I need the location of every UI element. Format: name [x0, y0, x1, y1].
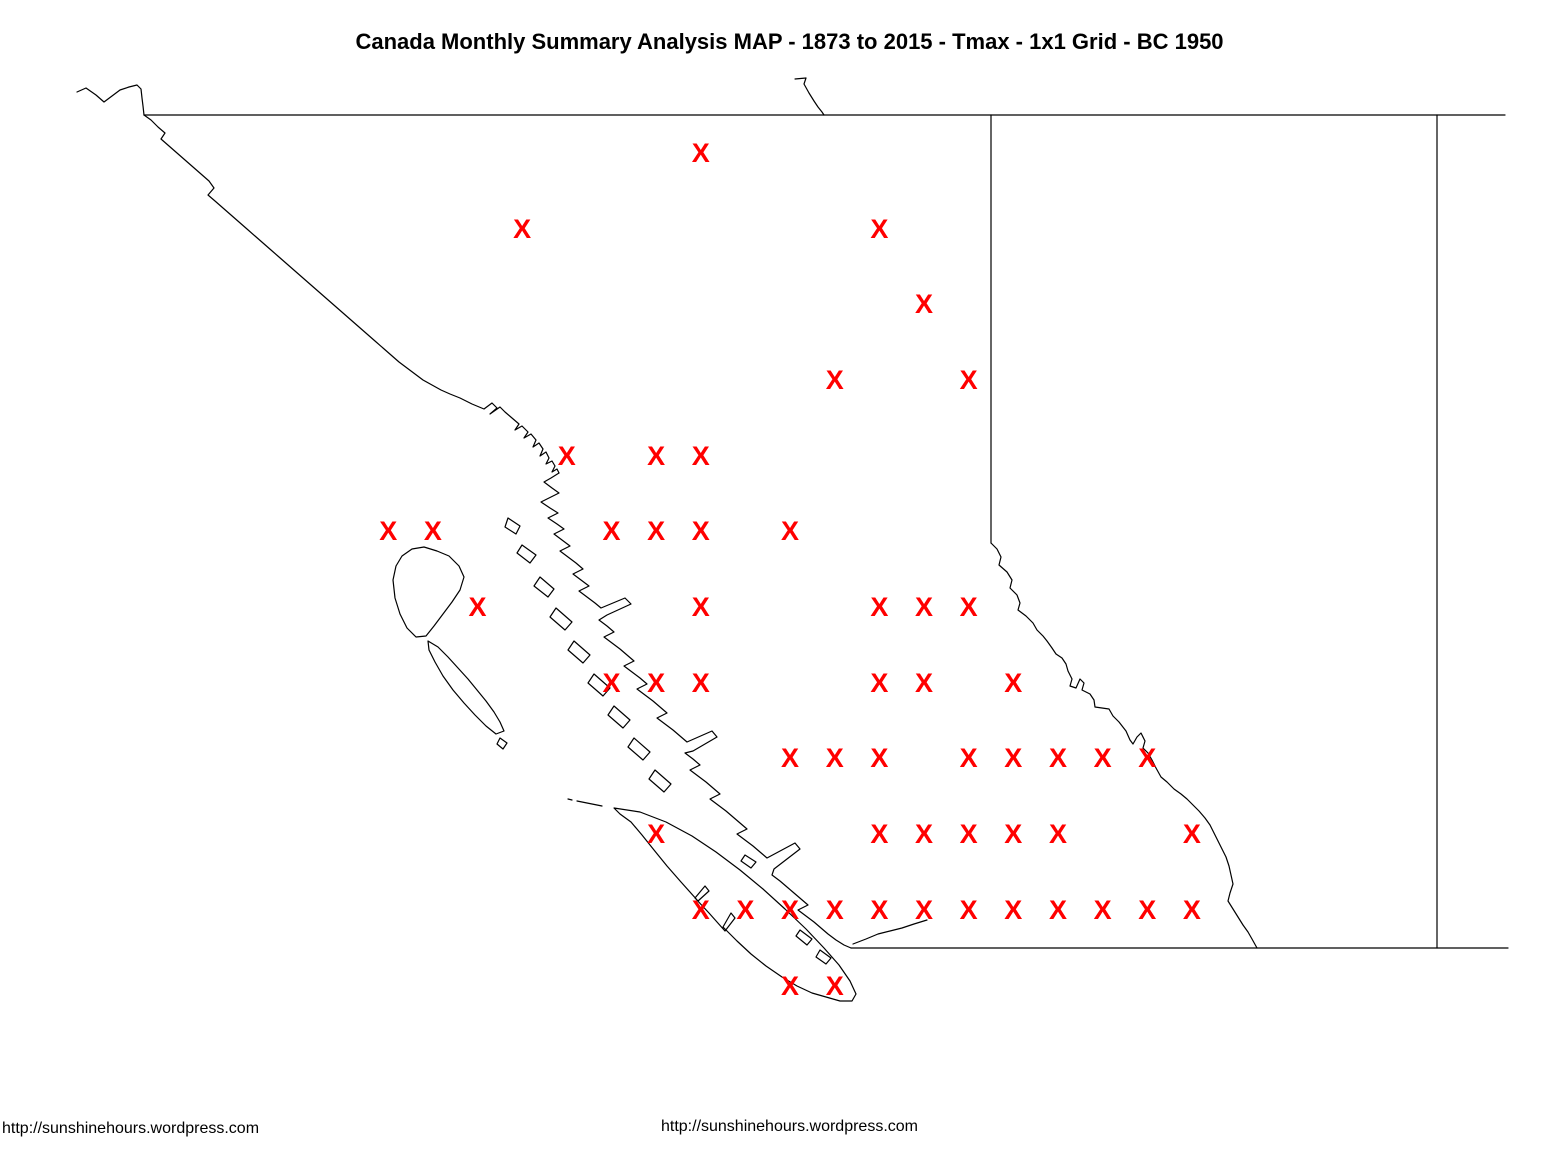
footer-url-center: http://sunshinehours.wordpress.com [660, 1118, 918, 1135]
map-burrard-inlet [852, 919, 928, 945]
grid-cell-marker: X [1182, 894, 1201, 925]
map-island-9 [648, 769, 672, 793]
grid-cell-marker: X [781, 894, 800, 925]
map-island-10 [740, 854, 757, 869]
grid-cell-marker: X [691, 516, 710, 547]
grid-cell-marker: X [915, 592, 934, 623]
grid-cell-marker: X [1048, 819, 1067, 850]
map-vancouver-island [613, 807, 857, 1002]
grid-cell-marker: X [691, 667, 710, 698]
grid-cell-marker: X [647, 819, 666, 850]
grid-cell-marker: X [602, 667, 621, 698]
grid-cell-marker: X [557, 440, 576, 471]
map-gulf-islet-2 [815, 949, 832, 965]
map-haida-gwaii-graham [392, 546, 465, 638]
map-island-1 [504, 517, 521, 535]
grid-cell-marker: X [602, 516, 621, 547]
map-haida-gwaii-moresby [427, 640, 505, 735]
grid-cell-marker: X [870, 592, 889, 623]
grid-cell-marker: X [781, 516, 800, 547]
map-island-2 [516, 544, 537, 564]
grid-cell-marker: X [736, 894, 755, 925]
grid-cell-marker: X [959, 819, 978, 850]
map-island-4 [549, 607, 573, 631]
grid-cell-marker: X [825, 894, 844, 925]
grid-cell-marker: X [870, 213, 889, 244]
grid-cell-marker: X [1004, 743, 1023, 774]
plot-title: Canada Monthly Summary Analysis MAP - 18… [355, 29, 1224, 54]
grid-cell-marker: X [379, 516, 398, 547]
grid-cell-marker: X [1093, 894, 1112, 925]
grid-cell-marker: X [1048, 894, 1067, 925]
grid-cell-marker: X [915, 289, 934, 320]
grid-cell-marker: X [1048, 743, 1067, 774]
map-island-8 [627, 737, 651, 761]
grid-cell-marker: X [870, 667, 889, 698]
grid-cell-marker: X [513, 213, 532, 244]
map-island-7 [607, 705, 631, 729]
map-island-6 [587, 673, 611, 697]
grid-cell-marker: X [691, 137, 710, 168]
map-border-rockies [990, 542, 1258, 949]
map-border-panhandle [143, 114, 560, 474]
map-kunghit-islet [496, 737, 508, 750]
grid-cell-marker: X [647, 440, 666, 471]
grid-cell-marker: X [959, 364, 978, 395]
grid-cell-marker: X [870, 743, 889, 774]
grid-cell-marker: X [1138, 743, 1157, 774]
footer-url-left: http://sunshinehours.wordpress.com [2, 1120, 260, 1137]
grid-cell-marker: X [647, 667, 666, 698]
grid-cell-marker: X [915, 819, 934, 850]
grid-cell-marker: X [959, 592, 978, 623]
grid-cell-marker: X [1004, 894, 1023, 925]
map-mainland-coast [540, 472, 852, 949]
grid-cell-marker: X [959, 894, 978, 925]
map-yukon-river-notch [794, 77, 825, 116]
grid-cell-marker: X [647, 516, 666, 547]
grid-cell-marker: X [691, 440, 710, 471]
grid-cell-marker: X [423, 516, 442, 547]
grid-cell-marker: X [959, 743, 978, 774]
grid-cell-marker: X [825, 743, 844, 774]
grid-cell-marker: X [468, 592, 487, 623]
grid-cell-marker: X [825, 364, 844, 395]
map-gulf-islet-1 [795, 929, 813, 946]
grid-cell-marker: X [870, 894, 889, 925]
grid-cell-marker: X [1093, 743, 1112, 774]
grid-cell-marker: X [915, 894, 934, 925]
grid-cell-marker: X [1004, 819, 1023, 850]
map-scott-islet-dot [567, 798, 573, 801]
grid-cell-marker: X [870, 819, 889, 850]
map-scott-islands [576, 800, 603, 807]
grid-cell-marker: X [1138, 894, 1157, 925]
grid-cell-marker: X [781, 970, 800, 1001]
grid-cell-marker: X [825, 970, 844, 1001]
grid-cell-marker: X [1182, 819, 1201, 850]
grid-cell-marker: X [781, 743, 800, 774]
grid-cell-marker: X [915, 667, 934, 698]
grid-cell-marker: X [691, 894, 710, 925]
grid-cell-marker: X [691, 592, 710, 623]
map-island-3 [533, 576, 555, 598]
grid-cell-marker: X [1004, 667, 1023, 698]
map-island-5 [567, 640, 591, 664]
map-nw-corner-coast [76, 84, 145, 116]
